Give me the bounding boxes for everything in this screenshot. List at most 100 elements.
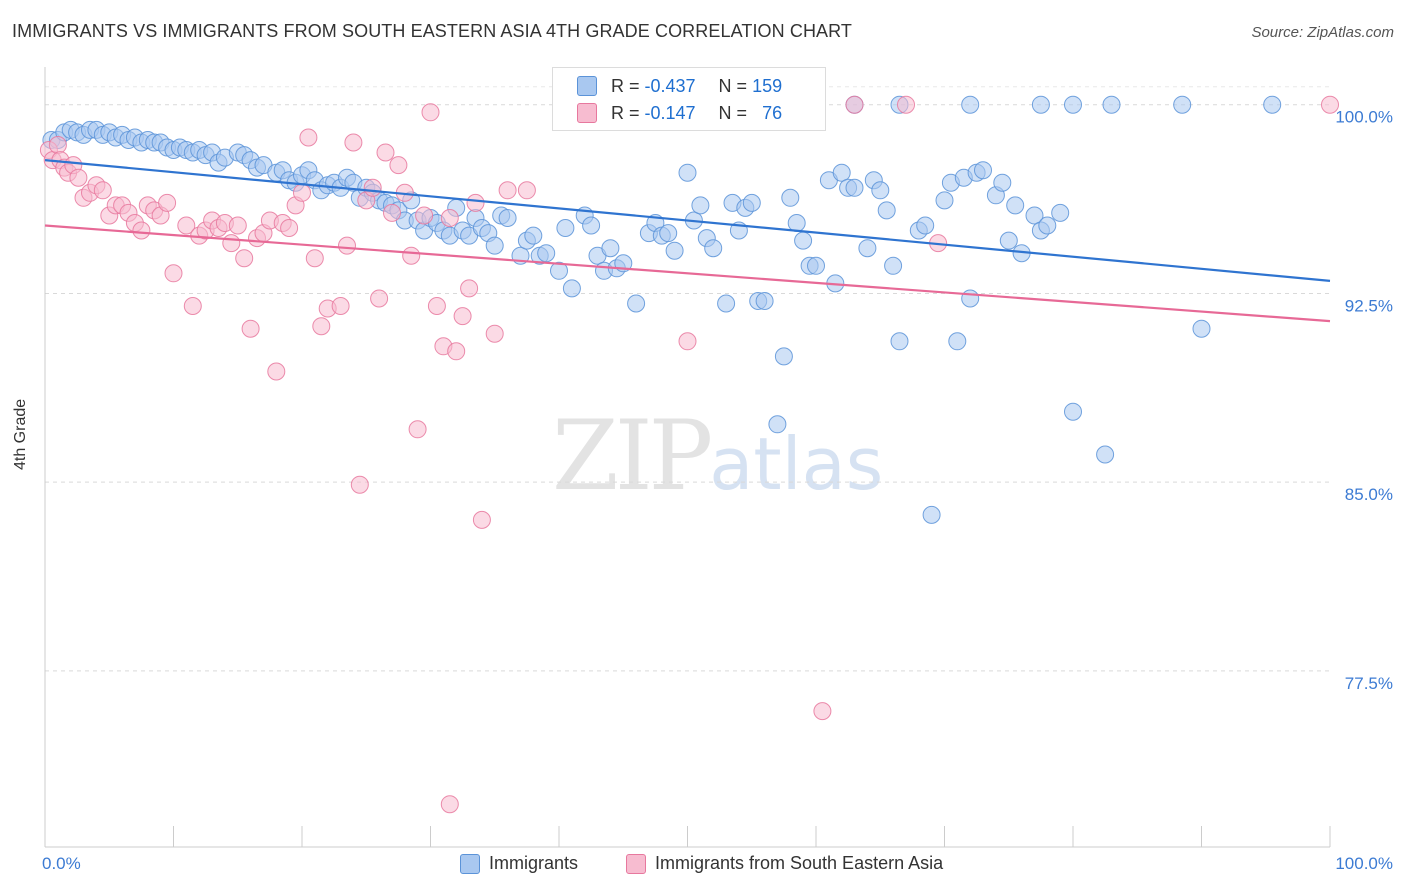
point-immigrants (1006, 196, 1025, 215)
stats-r-value: -0.147 (644, 102, 696, 123)
point-sea (402, 246, 421, 265)
point-immigrants (961, 289, 980, 308)
point-immigrants (916, 216, 935, 235)
axes (44, 67, 1331, 848)
stats-row-immigrants: R = -0.437 N = 159 (577, 73, 782, 99)
trend-lines (44, 159, 1331, 323)
point-sea (440, 209, 459, 227)
point-immigrants (717, 294, 736, 313)
point-sea (897, 95, 915, 114)
point-immigrants (781, 188, 800, 207)
stats-row-sea: R = -0.147 N = 76 (577, 100, 782, 126)
point-immigrants (704, 239, 723, 258)
point-sea (415, 206, 434, 225)
watermark-atlas: atlas (709, 422, 884, 506)
point-sea (280, 219, 299, 237)
point-sea (453, 307, 472, 326)
point-sea (466, 193, 485, 212)
y-tick-label: 85.0% (1345, 485, 1393, 504)
stats-n-value: 76 (762, 102, 783, 123)
point-immigrants (691, 196, 710, 215)
point-immigrants (550, 261, 568, 280)
point-immigrants (922, 505, 941, 524)
point-sea (813, 702, 832, 721)
point-sea (228, 216, 247, 235)
point-sea (350, 475, 369, 494)
x-tick-label: 0.0% (42, 854, 81, 873)
point-sea (338, 236, 356, 255)
point-sea (132, 221, 151, 240)
point-immigrants (582, 216, 601, 235)
point-immigrants (877, 201, 896, 220)
point-immigrants (562, 279, 581, 298)
point-immigrants (1038, 216, 1057, 235)
point-immigrants (755, 292, 774, 310)
point-sea (363, 178, 382, 197)
point-immigrants (774, 347, 793, 366)
point-immigrants (1064, 95, 1082, 114)
point-sea (267, 362, 286, 381)
y-tick-label: 100.0% (1335, 108, 1393, 127)
point-sea (48, 136, 67, 154)
point-immigrants (1025, 206, 1044, 225)
point-sea (383, 203, 401, 222)
point-immigrants (1096, 445, 1115, 464)
point-immigrants (1064, 402, 1082, 421)
point-sea (93, 181, 112, 200)
point-sea (235, 249, 254, 268)
point-immigrants (858, 239, 877, 258)
point-immigrants (556, 219, 575, 237)
point-sea (845, 95, 864, 114)
point-immigrants (890, 332, 909, 351)
stats-n-label: N = (718, 102, 748, 123)
stats-r-label: R = (611, 75, 640, 96)
point-sea (678, 332, 697, 351)
point-sea (222, 234, 241, 253)
point-immigrants (871, 181, 890, 200)
legend-item-immigrants[interactable]: Immigrants (460, 853, 578, 874)
point-immigrants (659, 224, 678, 243)
watermark-zip: ZIP (552, 400, 713, 512)
point-sea (241, 319, 260, 338)
point-immigrants (845, 178, 864, 197)
point-sea (485, 324, 504, 343)
point-immigrants (974, 161, 992, 180)
source-credit: Source: ZipAtlas.com (1251, 24, 1394, 41)
point-immigrants (1192, 319, 1211, 338)
point-sea (183, 297, 202, 315)
point-immigrants (524, 226, 543, 245)
legend-swatch-immigrants (460, 853, 480, 874)
tick-labels: 77.5% 85.0% 92.5% 100.0% 0.0% 100.0% (42, 108, 1393, 873)
point-immigrants (1263, 95, 1282, 114)
point-immigrants (665, 241, 684, 260)
point-sea (69, 168, 88, 187)
point-immigrants (601, 239, 620, 258)
point-sea (498, 181, 517, 200)
point-immigrants (768, 415, 787, 434)
trend-line-immigrants (44, 159, 1331, 282)
point-sea (305, 249, 324, 268)
point-sea (177, 216, 196, 235)
point-immigrants (485, 236, 504, 255)
point-sea (164, 264, 183, 283)
legend-label-sea: Immigrants from South Eastern Asia (655, 853, 944, 873)
point-immigrants (999, 231, 1018, 250)
stats-n-label: N = (718, 75, 748, 96)
point-sea (331, 297, 350, 315)
point-immigrants (742, 193, 761, 212)
series-immigrants (42, 95, 1282, 524)
chart-title: IMMIGRANTS VS IMMIGRANTS FROM SOUTH EAST… (12, 21, 853, 41)
legend-item-sea[interactable]: Immigrants from South Eastern Asia (626, 853, 943, 874)
point-immigrants (678, 163, 697, 182)
legend-swatch-sea (626, 853, 646, 874)
point-immigrants (794, 231, 813, 250)
point-sea (312, 317, 331, 336)
point-immigrants (1031, 95, 1050, 114)
point-sea (293, 183, 311, 202)
point-sea (517, 181, 536, 200)
point-immigrants (537, 244, 556, 263)
point-sea (370, 289, 389, 308)
point-immigrants (993, 173, 1012, 192)
point-immigrants (832, 163, 851, 182)
point-sea (376, 143, 395, 162)
